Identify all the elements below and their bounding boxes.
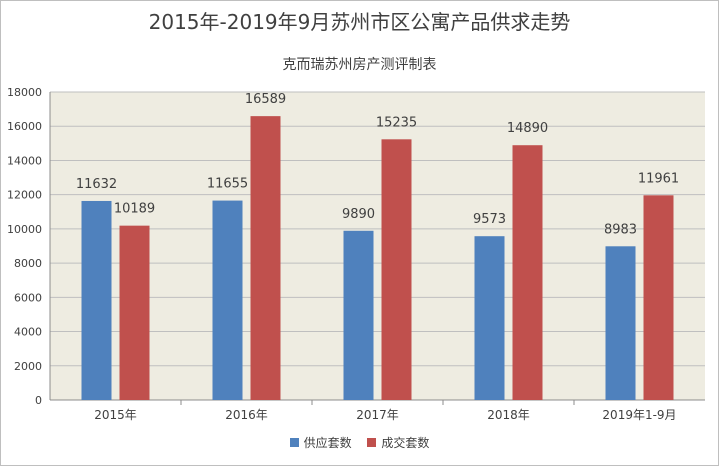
data-label: 9573	[473, 212, 506, 227]
y-tick-label: 18000	[7, 86, 42, 99]
y-tick-label: 10000	[7, 223, 42, 236]
y-tick-label: 16000	[7, 120, 42, 133]
y-tick-label: 2000	[14, 360, 42, 373]
data-label: 11655	[207, 177, 248, 192]
x-tick-label: 2018年	[487, 408, 530, 422]
x-tick-label: 2016年	[225, 408, 268, 422]
data-label: 10189	[114, 202, 155, 217]
data-label: 8983	[604, 222, 637, 237]
bar-supply	[81, 200, 112, 400]
x-tick-label: 2017年	[356, 408, 399, 422]
x-tick-label: 2015年	[94, 408, 137, 422]
x-tick-label: 2019年1-9月	[602, 408, 676, 422]
y-tick-label: 8000	[14, 257, 42, 270]
chart-subtitle: 克而瑞苏州房产测评制表	[282, 57, 437, 73]
chart-title: 2015年-2019年9月苏州市区公寓产品供求走势	[148, 10, 571, 34]
plot-area	[50, 92, 705, 400]
legend-item-supply: 供应套数	[289, 434, 352, 451]
data-label: 11632	[76, 177, 117, 192]
data-label: 11961	[638, 171, 679, 186]
data-label: 16589	[245, 92, 286, 107]
bar-deals	[119, 225, 150, 400]
y-tick-label: 0	[35, 394, 42, 407]
bar-deals	[512, 145, 543, 400]
bar-supply	[605, 246, 636, 400]
data-label: 14890	[507, 121, 548, 136]
bar-deals	[643, 195, 674, 400]
legend-label-deals: 成交套数	[381, 436, 430, 450]
data-label: 15235	[376, 115, 417, 130]
legend-item-deals: 成交套数	[367, 434, 429, 451]
y-tick-label: 12000	[7, 189, 42, 202]
data-label: 9890	[342, 207, 375, 222]
y-tick-label: 14000	[7, 154, 42, 167]
bar-deals	[381, 139, 412, 400]
bar-deals	[250, 116, 281, 401]
bar-supply	[212, 200, 243, 400]
bar-supply	[343, 230, 374, 400]
y-tick-label: 4000	[14, 326, 42, 339]
legend-label-supply: 供应套数	[303, 436, 352, 450]
bar-supply	[474, 236, 505, 400]
y-tick-label: 6000	[14, 291, 42, 304]
legend: 供应套数 成交套数	[0, 434, 719, 451]
legend-swatch-deals	[367, 438, 377, 447]
legend-swatch-supply	[289, 438, 299, 447]
